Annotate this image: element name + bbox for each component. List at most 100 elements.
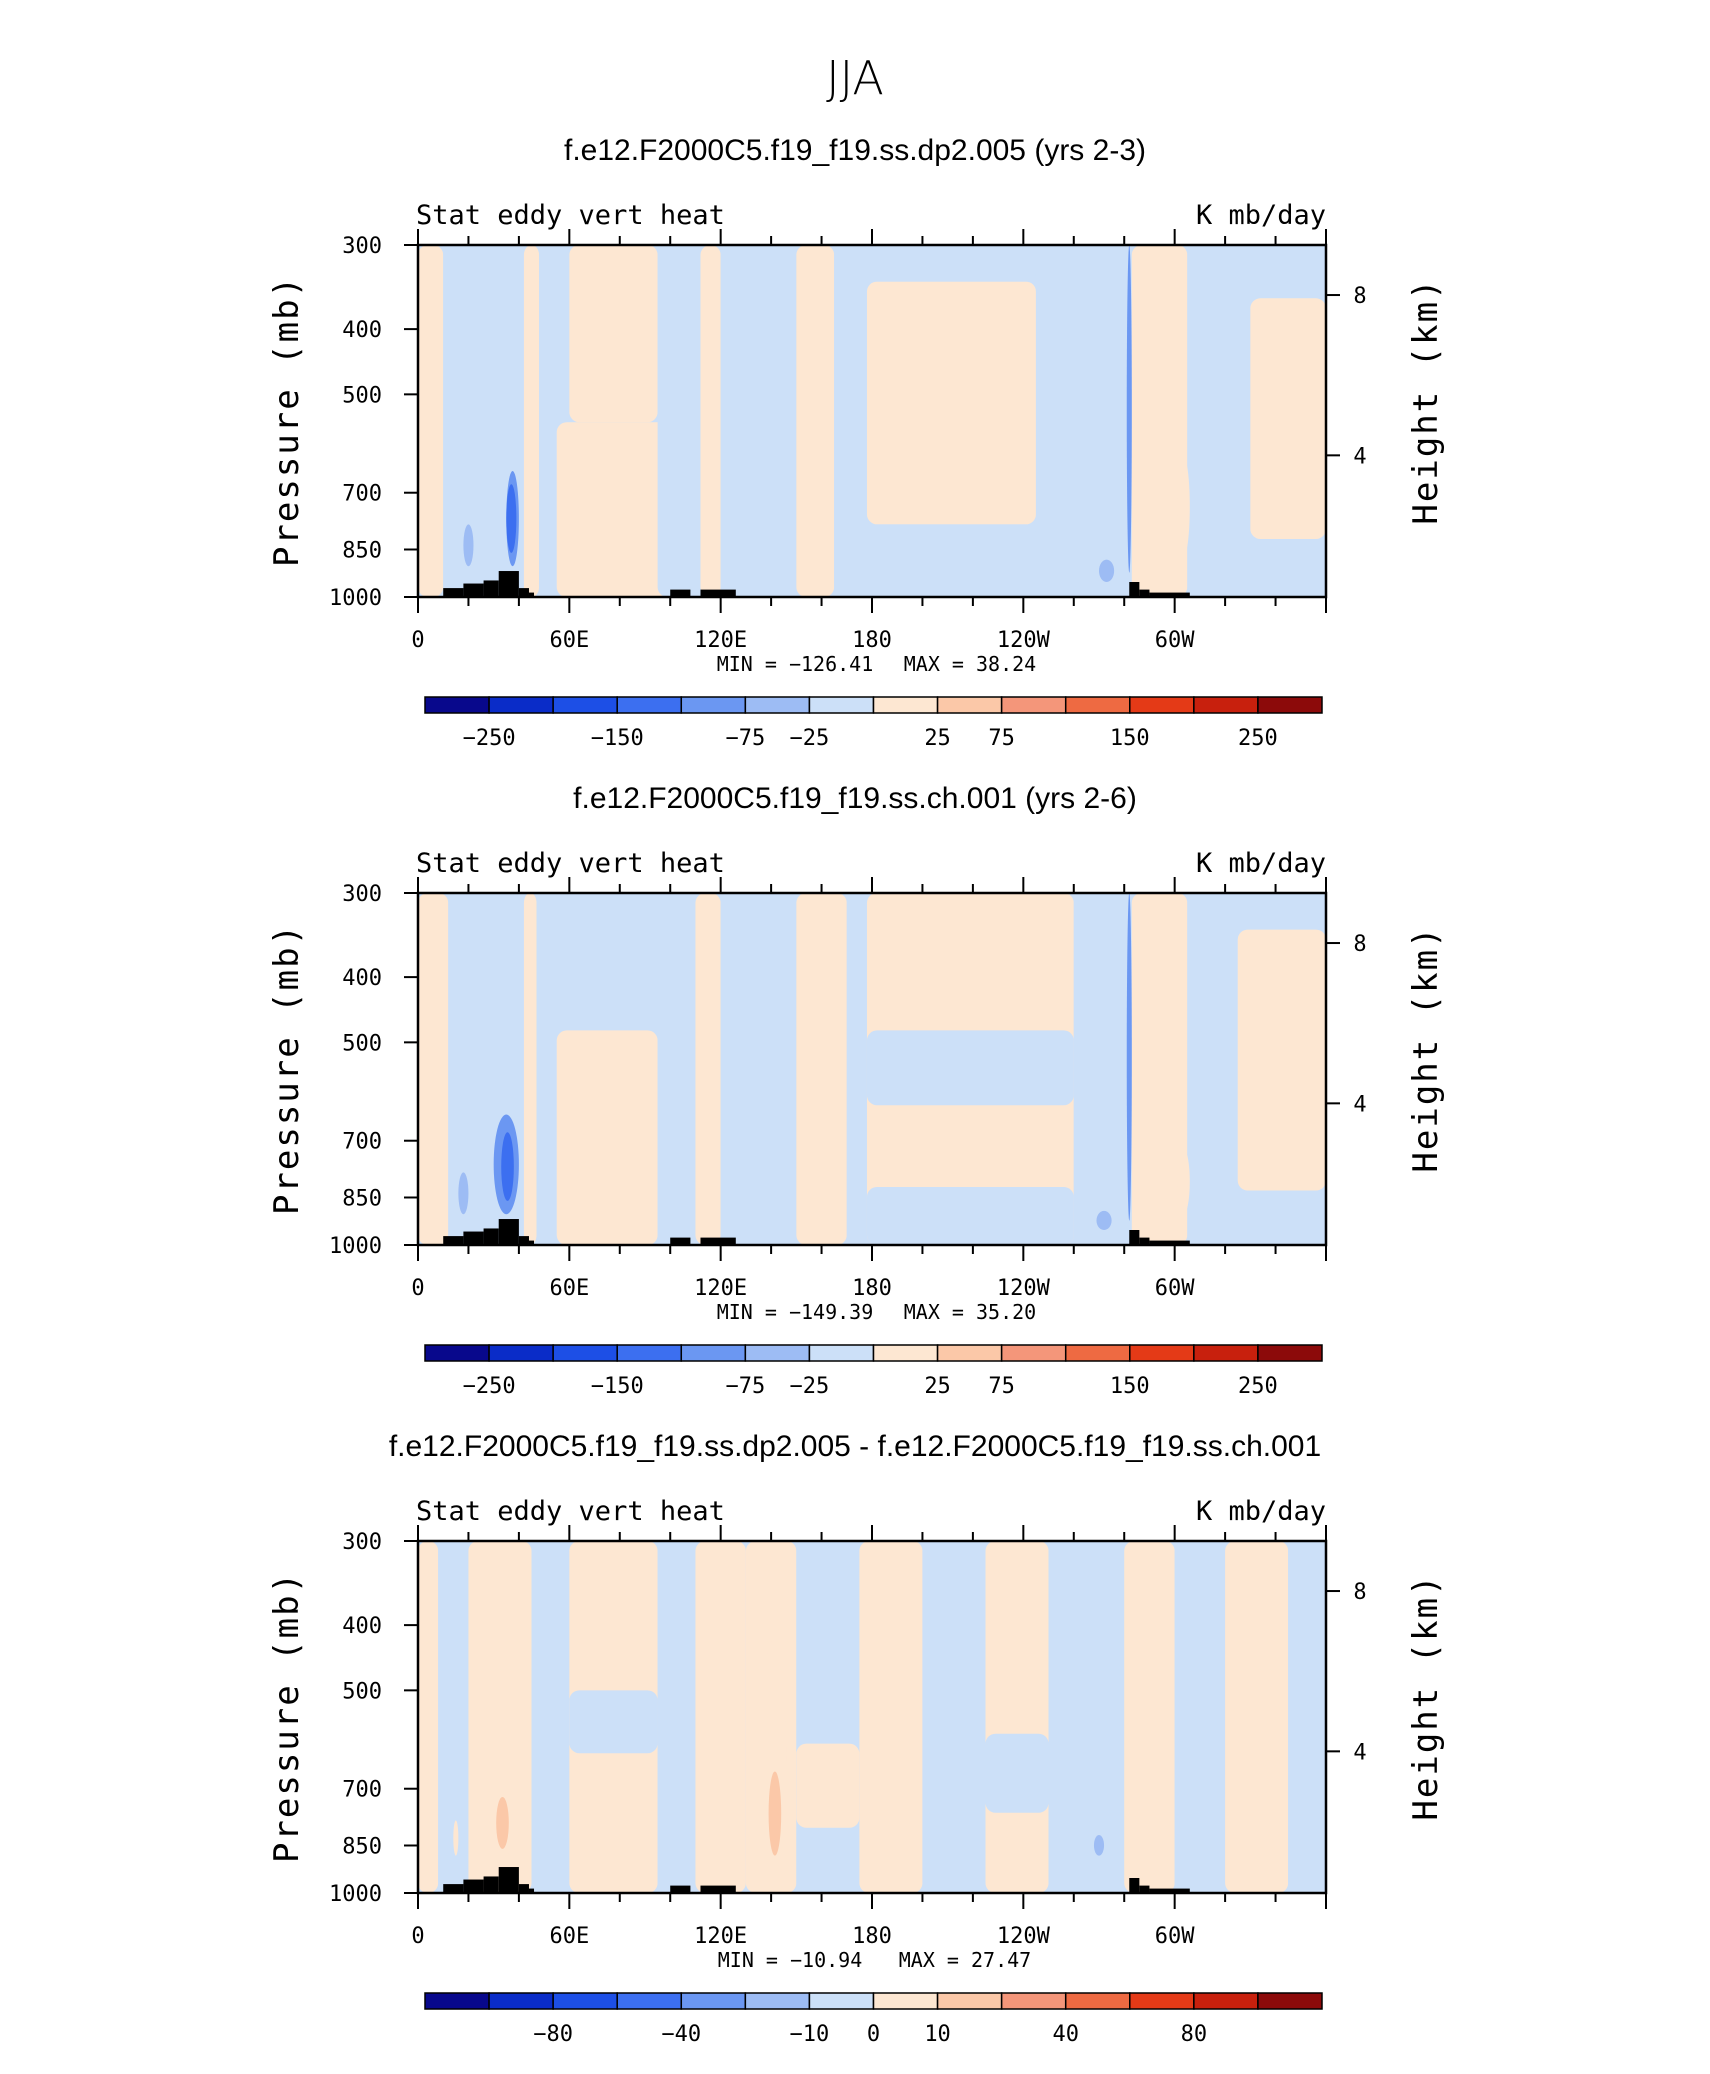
- chart-panel-2: f.e12.F2000C5.f19_f19.ss.ch.001 (yrs 2-6…: [267, 782, 1446, 1399]
- max-value: MAX = 38.24: [904, 652, 1036, 676]
- colorbar-swatch: [872, 1344, 939, 1362]
- x-tick-label: 60E: [549, 628, 589, 653]
- colorbar-swatch: [1000, 696, 1067, 714]
- colorbar-label: −150: [591, 1374, 644, 1399]
- y-tick-label: 300: [342, 234, 382, 259]
- contour-feature: [453, 1820, 459, 1856]
- colorbar-swatch: [616, 1992, 683, 2010]
- contour-field: [418, 245, 1326, 597]
- colorbar-swatch: [552, 1344, 618, 1362]
- contour-region: [866, 1186, 1074, 1245]
- contour-region: [443, 245, 494, 597]
- chart-panel-1: f.e12.F2000C5.f19_f19.ss.dp2.005 (yrs 2-…: [267, 134, 1446, 751]
- right-string: K mb/day: [1196, 848, 1326, 879]
- height-tick-label: 4: [1353, 444, 1366, 469]
- topography-mask: [518, 1236, 529, 1245]
- contour-feature: [496, 1796, 509, 1849]
- y-tick-label: 850: [342, 1186, 382, 1211]
- y-tick-label: 1000: [329, 1234, 382, 1259]
- contour-region: [1250, 298, 1326, 539]
- x-tick-label: 120W: [997, 628, 1051, 653]
- contour-region: [1124, 1541, 1175, 1893]
- contour-region: [556, 1030, 658, 1245]
- min-value: MIN = −149.39: [717, 1300, 874, 1324]
- colorbar-label: −80: [533, 2022, 573, 2047]
- contour-region: [1131, 245, 1188, 597]
- y-axis-label: Pressure (mb): [267, 1571, 307, 1863]
- contour-region: [1187, 245, 1251, 597]
- y-tick-label: 1000: [329, 586, 382, 611]
- colorbar-swatch: [680, 1992, 747, 2010]
- contour-feature: [1144, 508, 1158, 567]
- topography-mask: [1149, 1888, 1190, 1893]
- colorbar-swatch: [1000, 1344, 1067, 1362]
- topography-mask: [670, 1885, 691, 1893]
- contour-region: [866, 281, 1036, 525]
- min-value: MIN = −10.94: [718, 1948, 863, 1972]
- contour-feature: [1157, 1723, 1173, 1813]
- left-string: Stat eddy vert heat: [416, 1496, 725, 1527]
- x-tick-label: 120E: [694, 628, 747, 653]
- y-tick-label: 500: [342, 1679, 382, 1704]
- contour-region: [569, 245, 658, 423]
- contour-field: [418, 1541, 1326, 1893]
- contour-region: [1187, 893, 1238, 1245]
- x-tick-label: 120E: [694, 1276, 747, 1301]
- contour-region: [1048, 1541, 1125, 1893]
- topography-mask: [498, 571, 519, 597]
- panel-title: f.e12.F2000C5.f19_f19.ss.ch.001 (yrs 2-6…: [573, 782, 1137, 815]
- right-string: K mb/day: [1196, 200, 1326, 231]
- contour-region: [657, 1541, 696, 1893]
- topography-mask: [483, 1228, 499, 1245]
- topography-mask: [700, 1885, 736, 1893]
- colorbar-label: −10: [790, 2022, 830, 2047]
- colorbar-swatch: [872, 696, 939, 714]
- topography-mask: [518, 1884, 529, 1893]
- contour-region: [657, 245, 701, 597]
- topography-mask: [670, 589, 691, 597]
- colorbar-swatch: [680, 1344, 747, 1362]
- y-tick-label: 300: [342, 1530, 382, 1555]
- topography-mask: [498, 1219, 519, 1245]
- contour-field: [418, 893, 1326, 1245]
- colorbar-swatch: [1257, 1344, 1323, 1362]
- topography-mask: [1149, 1240, 1190, 1245]
- colorbar-swatch: [488, 1992, 554, 2010]
- contour-region: [539, 245, 557, 597]
- panel-title: f.e12.F2000C5.f19_f19.ss.dp2.005 - f.e12…: [389, 1430, 1321, 1463]
- colorbar-label: −250: [463, 1374, 516, 1399]
- colorbar-swatch: [744, 1344, 811, 1362]
- contour-region: [418, 1541, 439, 1893]
- colorbar-swatch: [680, 696, 747, 714]
- y-tick-label: 700: [342, 1130, 382, 1155]
- topography-mask: [700, 1237, 736, 1245]
- y-tick-label: 850: [342, 1834, 382, 1859]
- contour-region: [1035, 245, 1079, 597]
- contour-region: [695, 893, 721, 1245]
- colorbar-label: 150: [1110, 1374, 1150, 1399]
- x-tick-label: 60W: [1155, 1276, 1195, 1301]
- contour-region: [657, 893, 696, 1245]
- colorbar-label: 25: [924, 1374, 951, 1399]
- colorbar-swatch: [1193, 1344, 1259, 1362]
- colorbar-label: 250: [1238, 1374, 1278, 1399]
- contour-region: [536, 893, 557, 1245]
- x-tick-label: 60W: [1155, 1924, 1195, 1949]
- x-tick-label: 120E: [694, 1924, 747, 1949]
- contour-region: [922, 1541, 986, 1893]
- contour-region: [695, 1541, 746, 1893]
- topography-mask: [528, 1240, 535, 1245]
- topography-mask: [443, 588, 464, 597]
- y-tick-label: 500: [342, 1031, 382, 1056]
- topography-mask: [443, 1884, 464, 1893]
- contour-region: [438, 1541, 469, 1893]
- colorbar-label: 250: [1238, 726, 1278, 751]
- topography-mask: [1149, 592, 1190, 597]
- contour-feature: [458, 1172, 469, 1215]
- contour-region: [1078, 245, 1127, 597]
- colorbar-label: −75: [725, 726, 765, 751]
- topography-mask: [463, 1231, 484, 1245]
- y-tick-label: 500: [342, 383, 382, 408]
- colorbar-swatch: [1129, 1992, 1195, 2010]
